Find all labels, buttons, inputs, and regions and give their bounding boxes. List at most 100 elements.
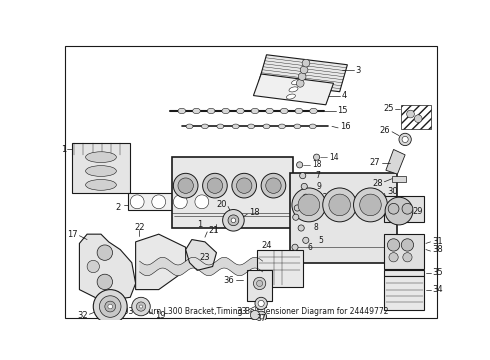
Circle shape — [388, 203, 399, 214]
Ellipse shape — [86, 180, 117, 190]
Polygon shape — [259, 55, 347, 92]
Text: 26: 26 — [380, 126, 391, 135]
Circle shape — [354, 188, 388, 222]
Circle shape — [302, 59, 310, 67]
Circle shape — [298, 194, 319, 216]
Circle shape — [296, 162, 303, 168]
Circle shape — [203, 173, 227, 198]
Text: 18: 18 — [312, 160, 321, 169]
Text: 25: 25 — [383, 104, 393, 113]
Circle shape — [257, 280, 263, 287]
Circle shape — [415, 115, 422, 122]
Circle shape — [401, 239, 414, 251]
Circle shape — [231, 218, 236, 222]
Circle shape — [298, 73, 306, 80]
Circle shape — [97, 245, 113, 260]
Polygon shape — [386, 149, 405, 174]
Circle shape — [195, 195, 209, 209]
Polygon shape — [172, 157, 294, 228]
Bar — [257, 249, 303, 287]
Text: 37: 37 — [257, 314, 266, 323]
Text: 7: 7 — [315, 171, 320, 180]
Circle shape — [87, 260, 99, 273]
Text: 4: 4 — [341, 91, 346, 100]
Ellipse shape — [193, 108, 200, 114]
Circle shape — [108, 304, 113, 309]
Text: 2003 Saturn L300 Bracket,Timing Belt Tensioner Diagram for 24449772: 2003 Saturn L300 Bracket,Timing Belt Ten… — [114, 307, 389, 316]
Text: 3: 3 — [355, 66, 361, 75]
Circle shape — [132, 297, 150, 316]
Ellipse shape — [207, 108, 215, 114]
Text: 34: 34 — [432, 285, 442, 294]
Text: 29: 29 — [412, 207, 422, 216]
Circle shape — [323, 188, 357, 222]
Text: 35: 35 — [432, 268, 442, 277]
Circle shape — [300, 66, 308, 74]
Circle shape — [314, 154, 319, 160]
Circle shape — [402, 203, 413, 214]
Text: 31: 31 — [432, 237, 442, 246]
Circle shape — [256, 311, 267, 322]
Text: 16: 16 — [340, 122, 350, 131]
Circle shape — [294, 205, 300, 211]
Text: 1: 1 — [197, 220, 202, 229]
Circle shape — [250, 310, 260, 320]
Ellipse shape — [201, 124, 208, 129]
Polygon shape — [290, 172, 397, 263]
Text: 30: 30 — [388, 186, 398, 195]
Circle shape — [99, 296, 121, 317]
Text: 17: 17 — [67, 230, 78, 239]
Ellipse shape — [247, 124, 255, 129]
Ellipse shape — [263, 124, 270, 129]
Text: 33: 33 — [237, 307, 247, 316]
Text: 20: 20 — [216, 201, 226, 210]
Circle shape — [388, 239, 400, 251]
Text: 21: 21 — [209, 226, 220, 235]
Circle shape — [93, 289, 127, 324]
Polygon shape — [186, 239, 217, 270]
Circle shape — [261, 173, 286, 198]
Circle shape — [296, 80, 304, 87]
Ellipse shape — [251, 108, 259, 114]
Text: 13: 13 — [308, 213, 318, 222]
Circle shape — [258, 300, 264, 306]
Ellipse shape — [280, 108, 288, 114]
Circle shape — [130, 195, 144, 209]
Text: 36: 36 — [223, 276, 234, 285]
Circle shape — [292, 188, 326, 222]
Circle shape — [228, 215, 239, 226]
Ellipse shape — [178, 108, 186, 114]
Circle shape — [266, 178, 281, 193]
Ellipse shape — [294, 124, 301, 129]
Ellipse shape — [295, 108, 303, 114]
Circle shape — [259, 314, 264, 319]
Text: 28: 28 — [372, 179, 383, 188]
Circle shape — [399, 133, 411, 145]
Circle shape — [178, 178, 194, 193]
Circle shape — [253, 277, 266, 289]
Polygon shape — [136, 234, 186, 289]
Text: 2: 2 — [115, 203, 120, 212]
Polygon shape — [79, 234, 136, 301]
Circle shape — [303, 194, 309, 200]
Text: 22: 22 — [134, 224, 145, 233]
Circle shape — [237, 178, 252, 193]
Text: 11: 11 — [310, 203, 319, 212]
Ellipse shape — [232, 124, 239, 129]
Text: 9: 9 — [317, 182, 321, 191]
Ellipse shape — [278, 124, 285, 129]
Ellipse shape — [237, 108, 244, 114]
Polygon shape — [72, 143, 130, 193]
Ellipse shape — [222, 108, 229, 114]
Circle shape — [207, 178, 222, 193]
Ellipse shape — [266, 108, 273, 114]
Circle shape — [298, 225, 304, 231]
Bar — [401, 105, 431, 130]
Ellipse shape — [309, 124, 316, 129]
Circle shape — [255, 297, 268, 310]
Circle shape — [360, 194, 381, 216]
Circle shape — [303, 237, 309, 243]
Ellipse shape — [86, 166, 117, 176]
Text: 24: 24 — [261, 241, 271, 250]
Circle shape — [403, 253, 412, 262]
